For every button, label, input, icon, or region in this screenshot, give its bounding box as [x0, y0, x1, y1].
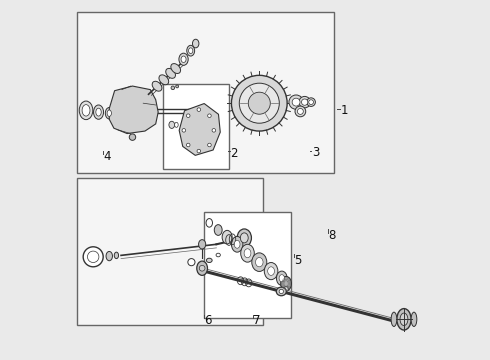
- Ellipse shape: [181, 56, 186, 63]
- Ellipse shape: [284, 286, 288, 292]
- Ellipse shape: [187, 45, 195, 56]
- Circle shape: [231, 75, 287, 131]
- Ellipse shape: [237, 229, 251, 247]
- Ellipse shape: [79, 101, 93, 120]
- Circle shape: [292, 98, 300, 106]
- Circle shape: [239, 83, 279, 123]
- Ellipse shape: [241, 244, 254, 262]
- Text: 1: 1: [341, 104, 348, 117]
- Bar: [163, 84, 229, 169]
- Ellipse shape: [169, 121, 174, 129]
- Text: 8: 8: [328, 229, 335, 242]
- Ellipse shape: [171, 86, 174, 90]
- Ellipse shape: [206, 258, 212, 262]
- Circle shape: [186, 114, 190, 117]
- Circle shape: [301, 99, 308, 105]
- Circle shape: [197, 108, 200, 111]
- Ellipse shape: [256, 257, 263, 267]
- Ellipse shape: [166, 68, 175, 78]
- Ellipse shape: [193, 39, 199, 48]
- Circle shape: [295, 106, 306, 117]
- Ellipse shape: [94, 105, 103, 119]
- Ellipse shape: [206, 219, 213, 227]
- Ellipse shape: [252, 253, 267, 271]
- Bar: [204, 212, 292, 318]
- Circle shape: [289, 95, 303, 109]
- Ellipse shape: [171, 64, 180, 73]
- Circle shape: [279, 289, 283, 294]
- Circle shape: [182, 129, 186, 132]
- Ellipse shape: [241, 233, 248, 243]
- Circle shape: [208, 114, 211, 117]
- Circle shape: [88, 251, 99, 262]
- Text: 6: 6: [204, 314, 211, 327]
- Ellipse shape: [105, 108, 113, 119]
- Ellipse shape: [96, 108, 101, 116]
- Ellipse shape: [159, 75, 169, 85]
- Circle shape: [197, 149, 200, 153]
- Ellipse shape: [264, 262, 278, 280]
- Ellipse shape: [279, 275, 285, 282]
- Ellipse shape: [411, 312, 417, 327]
- Bar: [77, 12, 334, 173]
- Ellipse shape: [179, 53, 188, 65]
- Ellipse shape: [231, 237, 243, 252]
- Ellipse shape: [174, 122, 178, 127]
- Ellipse shape: [391, 312, 397, 327]
- Circle shape: [248, 92, 270, 114]
- Text: 5: 5: [294, 254, 302, 267]
- Ellipse shape: [216, 253, 220, 257]
- Ellipse shape: [129, 134, 136, 140]
- Ellipse shape: [222, 230, 232, 244]
- Ellipse shape: [268, 267, 274, 275]
- Circle shape: [307, 98, 316, 107]
- Circle shape: [299, 96, 310, 108]
- Ellipse shape: [244, 249, 251, 258]
- Text: 4: 4: [103, 150, 111, 163]
- Polygon shape: [109, 86, 158, 134]
- Ellipse shape: [276, 271, 287, 285]
- Circle shape: [297, 108, 303, 114]
- Circle shape: [83, 247, 103, 267]
- Ellipse shape: [197, 261, 207, 275]
- Text: 2: 2: [230, 148, 238, 161]
- Circle shape: [212, 129, 216, 132]
- Text: 3: 3: [312, 147, 319, 159]
- Ellipse shape: [234, 240, 240, 248]
- Circle shape: [208, 143, 211, 147]
- Ellipse shape: [107, 110, 111, 116]
- Circle shape: [199, 265, 205, 271]
- Ellipse shape: [397, 309, 411, 330]
- Ellipse shape: [214, 225, 222, 235]
- Ellipse shape: [198, 240, 206, 249]
- Ellipse shape: [189, 48, 193, 54]
- Polygon shape: [179, 104, 220, 156]
- Ellipse shape: [106, 251, 113, 261]
- Ellipse shape: [276, 287, 286, 296]
- Ellipse shape: [114, 252, 119, 258]
- Circle shape: [186, 143, 190, 147]
- Ellipse shape: [176, 85, 178, 88]
- Ellipse shape: [400, 313, 408, 325]
- Ellipse shape: [281, 276, 292, 291]
- Ellipse shape: [82, 105, 90, 116]
- Bar: [77, 178, 263, 325]
- Circle shape: [309, 100, 314, 104]
- Text: 7: 7: [253, 314, 260, 327]
- Ellipse shape: [188, 258, 195, 266]
- Ellipse shape: [152, 81, 162, 91]
